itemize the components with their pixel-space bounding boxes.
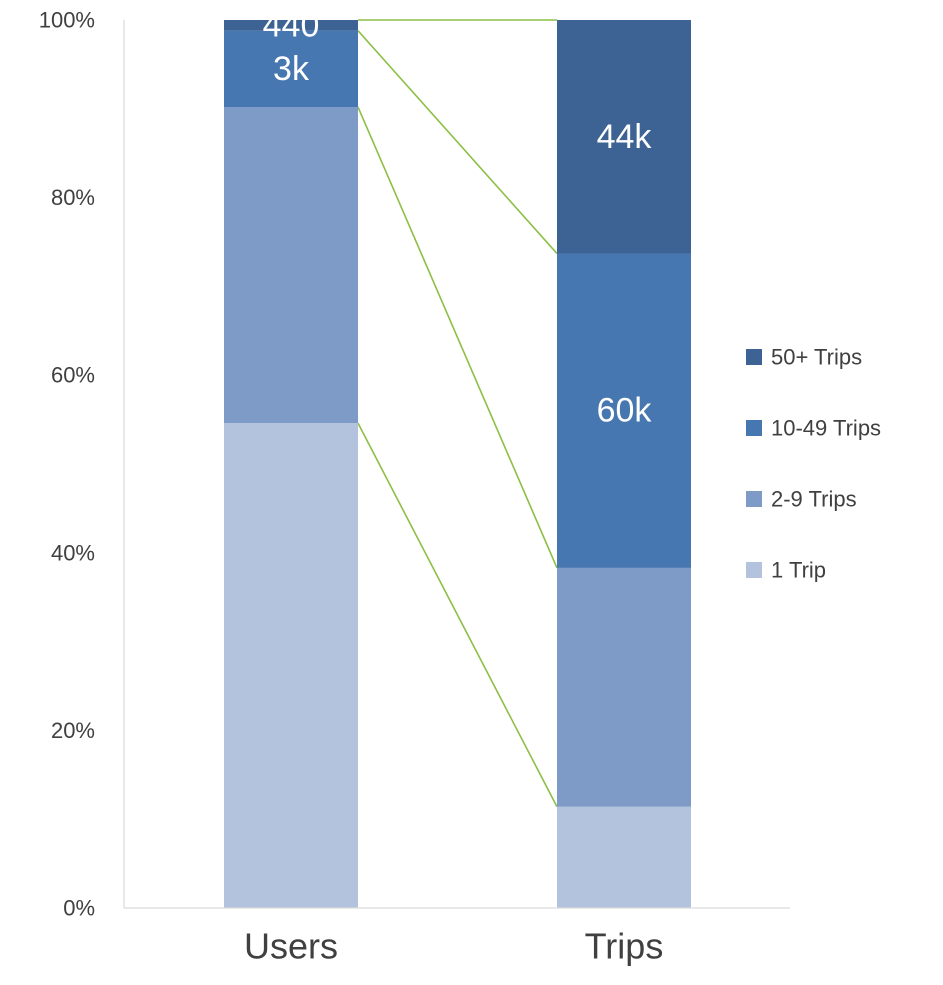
bars-group — [224, 20, 691, 908]
bar-segment-trips-1-trip — [557, 806, 691, 908]
axes-group: 0% 20% 40% 60% 80% 100% Users Trips — [39, 8, 790, 967]
series-line — [357, 106, 558, 569]
series-line — [357, 422, 558, 808]
legend: 50+ Trips 10-49 Trips 2-9 Trips 1 Trip — [746, 345, 881, 583]
legend-label: 50+ Trips — [771, 345, 862, 370]
legend-swatch — [746, 420, 762, 436]
legend-label: 10-49 Trips — [771, 416, 881, 441]
y-tick-label: 60% — [51, 363, 95, 388]
legend-swatch — [746, 349, 762, 365]
legend-swatch — [746, 562, 762, 578]
series-lines-group — [357, 19, 558, 808]
data-labels-group: 3k 440 60k 44k — [263, 6, 653, 429]
bar-segment-users-2-9-trips — [224, 107, 358, 424]
y-tick-label: 80% — [51, 185, 95, 210]
bar-segment-users-1-trip — [224, 423, 358, 908]
legend-label: 1 Trip — [771, 558, 826, 583]
legend-swatch — [746, 491, 762, 507]
bar-segment-users-10-49-trips — [224, 30, 358, 108]
legend-label: 2-9 Trips — [771, 487, 857, 512]
series-line — [357, 30, 558, 255]
data-label: 3k — [273, 50, 310, 88]
y-tick-label: 20% — [51, 718, 95, 743]
y-tick-label: 100% — [39, 8, 95, 33]
data-label: 44k — [597, 118, 653, 156]
bar-segment-trips-2-9-trips — [557, 567, 691, 807]
bar-segment-users-50-trips — [224, 20, 358, 31]
x-category-label: Trips — [585, 926, 664, 967]
bar-segment-trips-50-trips — [557, 20, 691, 254]
data-label: 60k — [597, 392, 653, 430]
y-tick-label: 40% — [51, 540, 95, 565]
bar-segment-trips-10-49-trips — [557, 253, 691, 568]
x-category-label: Users — [244, 926, 338, 967]
y-tick-label: 0% — [63, 896, 95, 921]
data-label: 440 — [263, 6, 320, 44]
